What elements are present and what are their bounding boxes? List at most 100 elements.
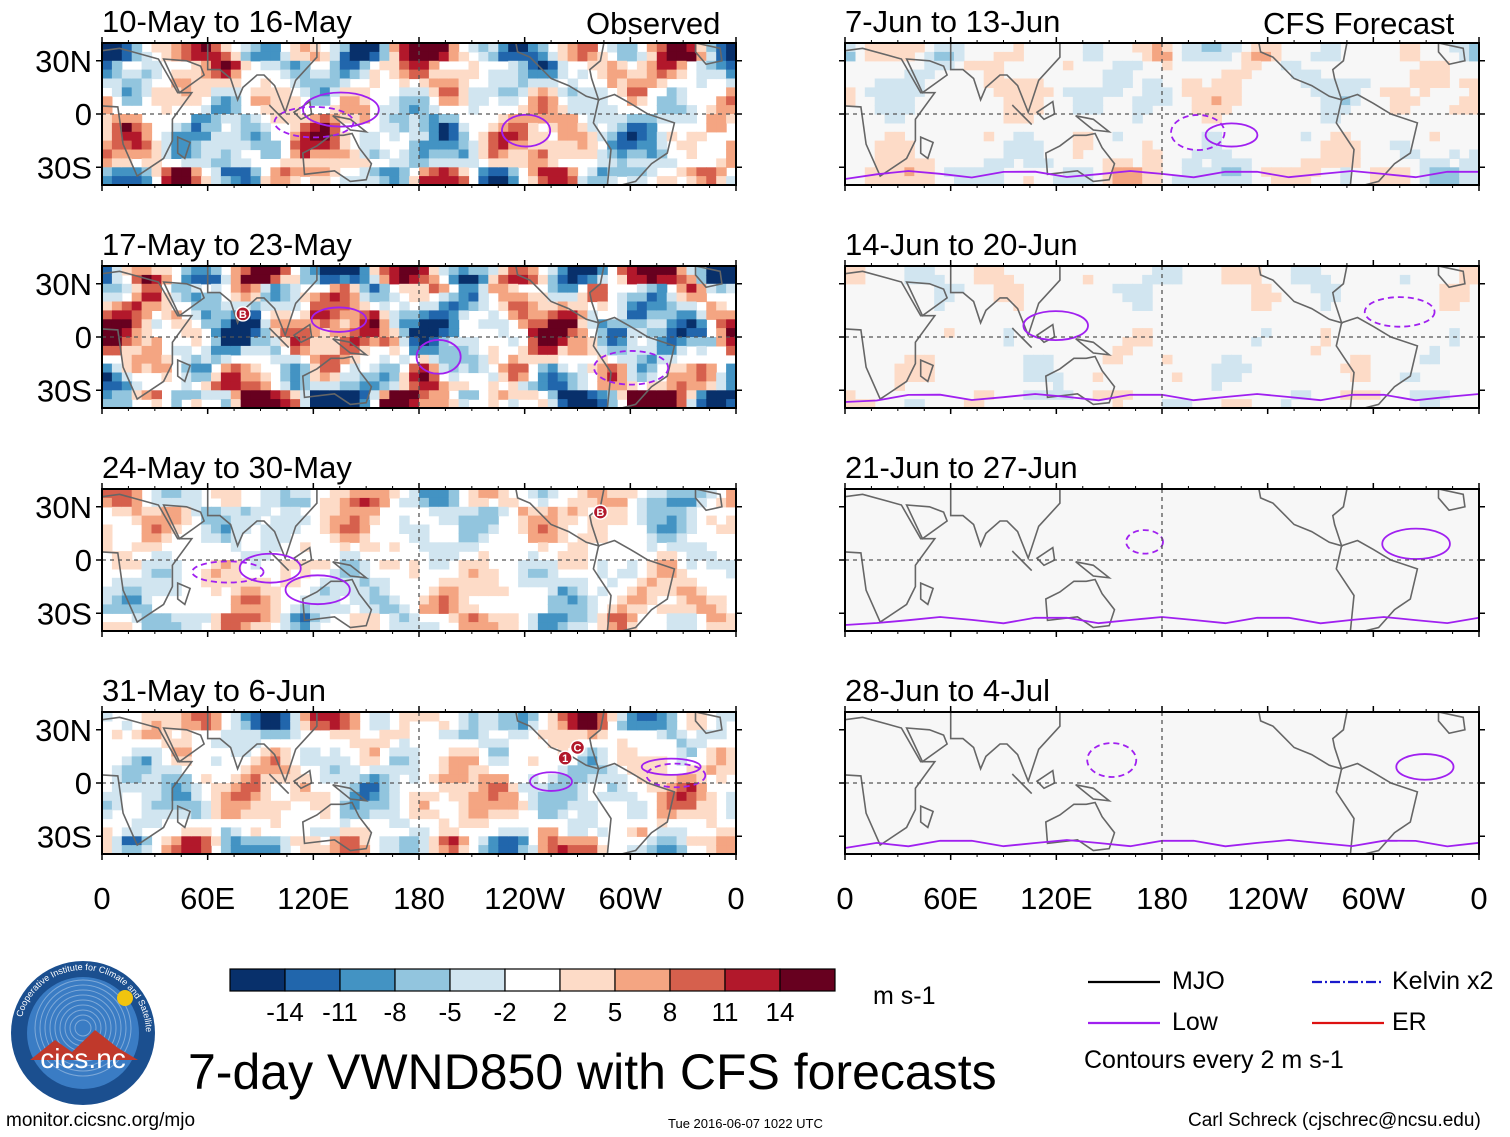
heatmap-cell <box>1142 87 1153 97</box>
colorbar-tick-label: -8 <box>383 997 406 1027</box>
heatmap-cell <box>151 96 162 106</box>
colorbar-swatch <box>504 968 561 992</box>
heatmap-cell <box>716 167 727 177</box>
heatmap-cell <box>310 363 321 374</box>
heatmap-cell <box>349 809 361 820</box>
heatmap-cell <box>448 78 460 88</box>
heatmap-cell <box>518 363 529 374</box>
heatmap-cell <box>478 613 489 623</box>
heatmap-cell <box>290 577 301 588</box>
heatmap-cell <box>617 319 628 329</box>
x-tick-label: 0 <box>727 881 744 916</box>
site-url[interactable]: monitor.cicsnc.org/mjo <box>6 1110 196 1131</box>
heatmap-cell <box>359 381 371 391</box>
heatmap-cell <box>409 87 420 97</box>
heatmap-cell <box>339 729 351 740</box>
heatmap-cell <box>211 515 222 526</box>
heatmap-cell <box>399 328 410 338</box>
heatmap-cell <box>646 328 658 338</box>
heatmap-cell <box>270 60 281 71</box>
panel-title: 28-Jun to 4-Jul <box>845 673 1050 708</box>
heatmap-cell <box>696 310 707 320</box>
heatmap-cell <box>627 274 638 285</box>
heatmap-cell <box>666 310 678 320</box>
heatmap-cell <box>587 489 598 499</box>
heatmap-cell <box>686 167 697 177</box>
heatmap-cell <box>201 310 212 320</box>
heatmap-cell <box>1360 78 1371 88</box>
heatmap-cell <box>339 515 351 526</box>
heatmap-cell <box>478 43 489 53</box>
heatmap-cell <box>973 399 985 408</box>
heatmap-cell <box>399 266 410 276</box>
heatmap-cell <box>151 524 162 534</box>
heatmap-cell <box>389 310 400 320</box>
heatmap-cell <box>617 613 628 623</box>
heatmap-cell <box>260 131 271 142</box>
heatmap-cell <box>389 783 400 793</box>
heatmap-cell <box>359 292 371 303</box>
colorbar-swatch <box>229 968 286 992</box>
heatmap-cell <box>993 292 1005 303</box>
heatmap-cell <box>171 622 182 631</box>
continent-outline <box>1011 327 1033 349</box>
heatmap-cell <box>389 613 400 623</box>
heatmap-cell <box>161 613 172 623</box>
heatmap-cell <box>121 283 133 294</box>
heatmap-cell <box>438 390 450 400</box>
heatmap-cell <box>1419 87 1431 97</box>
heatmap-cell <box>131 747 143 757</box>
heatmap-cell <box>1221 274 1232 285</box>
heatmap-cell <box>448 586 460 597</box>
heatmap-cell <box>379 176 390 185</box>
heatmap-cell <box>636 827 648 837</box>
heatmap-cell <box>458 337 470 347</box>
heatmap-cell <box>1231 372 1242 382</box>
heatmap-cell <box>280 836 291 846</box>
forecast-panel-1: 7-Jun to 13-Jun <box>839 4 1485 191</box>
heatmap-cell <box>339 791 351 802</box>
heatmap-cell <box>726 497 736 508</box>
heatmap-cell <box>359 783 371 793</box>
heatmap-cell <box>468 524 479 534</box>
heatmap-cell <box>1370 167 1381 177</box>
heatmap-cell <box>240 167 252 177</box>
heatmap-cell <box>1112 176 1123 185</box>
heatmap-cell <box>111 43 123 53</box>
heatmap-cell <box>993 87 1005 97</box>
low-contour <box>415 339 462 375</box>
heatmap-cell <box>567 328 579 338</box>
heatmap-cell <box>498 800 509 811</box>
heatmap-cell <box>409 800 420 811</box>
heatmap-cell <box>1241 266 1252 276</box>
heatmap-cell <box>607 122 618 133</box>
heatmap-cell <box>102 586 113 597</box>
heatmap-cell <box>716 122 727 133</box>
heatmap-cell <box>111 622 123 631</box>
heatmap-cell <box>349 105 361 115</box>
heatmap-cell <box>1211 78 1222 88</box>
heatmap-cell <box>636 800 648 811</box>
heatmap-cell <box>934 43 945 53</box>
heatmap-cell <box>230 542 242 552</box>
heatmap-cell <box>587 809 598 820</box>
x-tick-label: 60E <box>180 881 235 916</box>
heatmap-cell <box>1112 69 1123 80</box>
forecast-header: CFS Forecast <box>1263 6 1455 41</box>
heatmap-cell <box>121 363 133 374</box>
heatmap-cell <box>290 729 301 740</box>
heatmap-cell <box>934 283 945 294</box>
heatmap-cell <box>151 542 162 552</box>
heatmap-cell <box>993 266 1005 276</box>
heatmap-cell <box>399 836 410 846</box>
heatmap-cell <box>428 158 440 168</box>
heatmap-cell <box>428 176 440 185</box>
heatmap-cell <box>1261 301 1272 311</box>
heatmap-cell <box>488 354 499 365</box>
heatmap-cell <box>220 60 232 71</box>
heatmap-cell <box>319 337 331 347</box>
heatmap-cell <box>884 78 896 88</box>
heatmap-cell <box>656 800 668 811</box>
heatmap-cell <box>577 176 588 185</box>
heatmap-cell <box>498 613 509 623</box>
